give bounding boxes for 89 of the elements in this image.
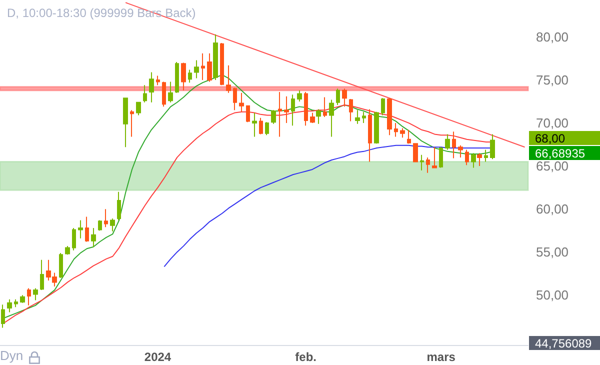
candlestick: [59, 252, 63, 278]
text: 68,00: [535, 132, 566, 146]
candlestick: [362, 111, 366, 124]
candlestick: [136, 102, 141, 116]
candlestick: [278, 92, 282, 138]
candlestick: [27, 288, 31, 306]
candlestick: [452, 131, 456, 159]
candlestick: [246, 105, 250, 123]
candlestick: [471, 152, 476, 168]
candlestick: [91, 227, 96, 248]
candlestick: [33, 288, 38, 301]
candlestick: [168, 81, 173, 103]
y-tick-label: 80,00: [536, 29, 569, 44]
candlestick: [426, 156, 430, 174]
candlestick: [252, 112, 257, 138]
candlestick: [233, 87, 237, 111]
candlestick: [271, 110, 276, 124]
candlestick: [259, 117, 263, 135]
candlestick: [381, 98, 385, 116]
text: 44,756089: [535, 336, 592, 350]
candlestick: [407, 129, 411, 144]
candlestick: [304, 92, 308, 126]
text: 66,68935: [535, 146, 586, 160]
candlestick: [207, 52, 212, 82]
candlestick: [213, 34, 218, 81]
candlestick: [110, 218, 115, 232]
candlestick: [432, 146, 437, 168]
y-tick-label: 50,00: [536, 288, 569, 303]
candlestick: [130, 110, 134, 138]
candlestick: [490, 134, 495, 160]
candlestick: [85, 216, 89, 242]
y-tick-label: 55,00: [536, 244, 569, 260]
candlestick: [104, 208, 108, 228]
candlestick: [329, 99, 334, 138]
y-tick-label: 70,00: [536, 116, 569, 131]
candlestick: [1, 304, 5, 328]
candlestick: [310, 112, 315, 124]
candlestick: [465, 149, 469, 166]
candlestick: [342, 88, 347, 108]
candlestick: [323, 96, 327, 118]
candlestick: [156, 75, 160, 86]
candlestick: [20, 294, 25, 304]
candlestick: [439, 146, 443, 168]
candlestick: [400, 128, 405, 138]
candlestick: [336, 88, 340, 106]
candlestick: [484, 149, 488, 162]
candlestick: [98, 220, 102, 232]
candlestick: [78, 220, 83, 239]
candlestick: [175, 61, 179, 94]
candlestick: [420, 154, 424, 171]
candlestick: [297, 90, 302, 102]
candlestick: [220, 42, 224, 86]
candlestick: [143, 84, 147, 103]
candlestick: [194, 60, 199, 79]
candlestick: [123, 98, 128, 148]
candlestick: [239, 92, 244, 112]
candlestick: [445, 134, 450, 150]
candlestick: [149, 72, 154, 103]
candlestick: [65, 246, 70, 256]
candlestick: [265, 122, 269, 136]
candlestick: [355, 110, 360, 124]
x-tick-label: feb.: [295, 350, 317, 364]
candlestick: [394, 122, 398, 138]
candlestick: [226, 64, 231, 94]
candlestick: [368, 108, 372, 162]
candlestick: [7, 298, 12, 313]
y-tick-label: 65,00: [536, 158, 569, 174]
candlestick: [201, 52, 205, 81]
candlestick: [40, 259, 44, 290]
candlestick: [349, 98, 353, 122]
text: Dyn: [0, 348, 24, 363]
x-tick-label: mars: [426, 350, 456, 364]
candlestick: [374, 111, 379, 144]
candlestick: [387, 98, 392, 136]
candlestick: [477, 152, 482, 167]
y-tick-label: 75,00: [536, 72, 569, 88]
candlestick: [72, 227, 76, 251]
candlestick: [162, 81, 166, 108]
y-tick-label: 60,00: [536, 202, 569, 217]
candlestick: [413, 143, 418, 162]
candlestick: [181, 62, 186, 91]
candlestick: [458, 144, 463, 158]
x-tick-label: 2024: [144, 350, 172, 364]
candlestick: [291, 94, 295, 126]
candlestick: [284, 96, 289, 124]
candlestick: [188, 69, 192, 84]
candlestick: [316, 108, 321, 124]
candlestick: [117, 191, 121, 221]
candlestick: [14, 298, 18, 308]
